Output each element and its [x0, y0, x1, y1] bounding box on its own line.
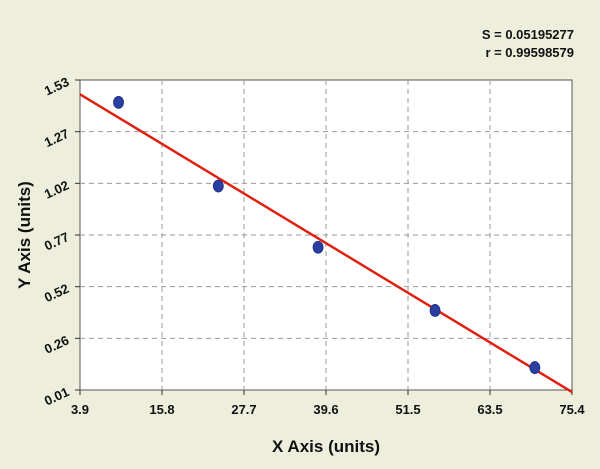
- x-axis-title: X Axis (units): [272, 437, 380, 456]
- grid-lines: [75, 79, 573, 395]
- fit-line-group: [79, 93, 573, 394]
- x-tick-label: 51.5: [395, 402, 420, 417]
- y-axis-title: Y Axis (units): [15, 181, 34, 289]
- r-statistic: r = 0.99598579: [485, 45, 574, 60]
- x-tick-label: 63.5: [477, 402, 502, 417]
- x-tick-label: 3.9: [71, 402, 89, 417]
- x-tick-label: 15.8: [149, 402, 174, 417]
- fit-line: [79, 93, 573, 394]
- data-points: [113, 96, 541, 374]
- x-tick-label: 39.6: [313, 402, 338, 417]
- data-point: [113, 96, 124, 109]
- x-tick-label: 27.7: [231, 402, 256, 417]
- x-tick-label: 75.4: [559, 402, 585, 417]
- data-point: [312, 240, 324, 254]
- data-point: [529, 361, 541, 374]
- data-point: [429, 304, 441, 317]
- data-point: [212, 179, 224, 193]
- s-statistic: S = 0.05195277: [482, 27, 574, 42]
